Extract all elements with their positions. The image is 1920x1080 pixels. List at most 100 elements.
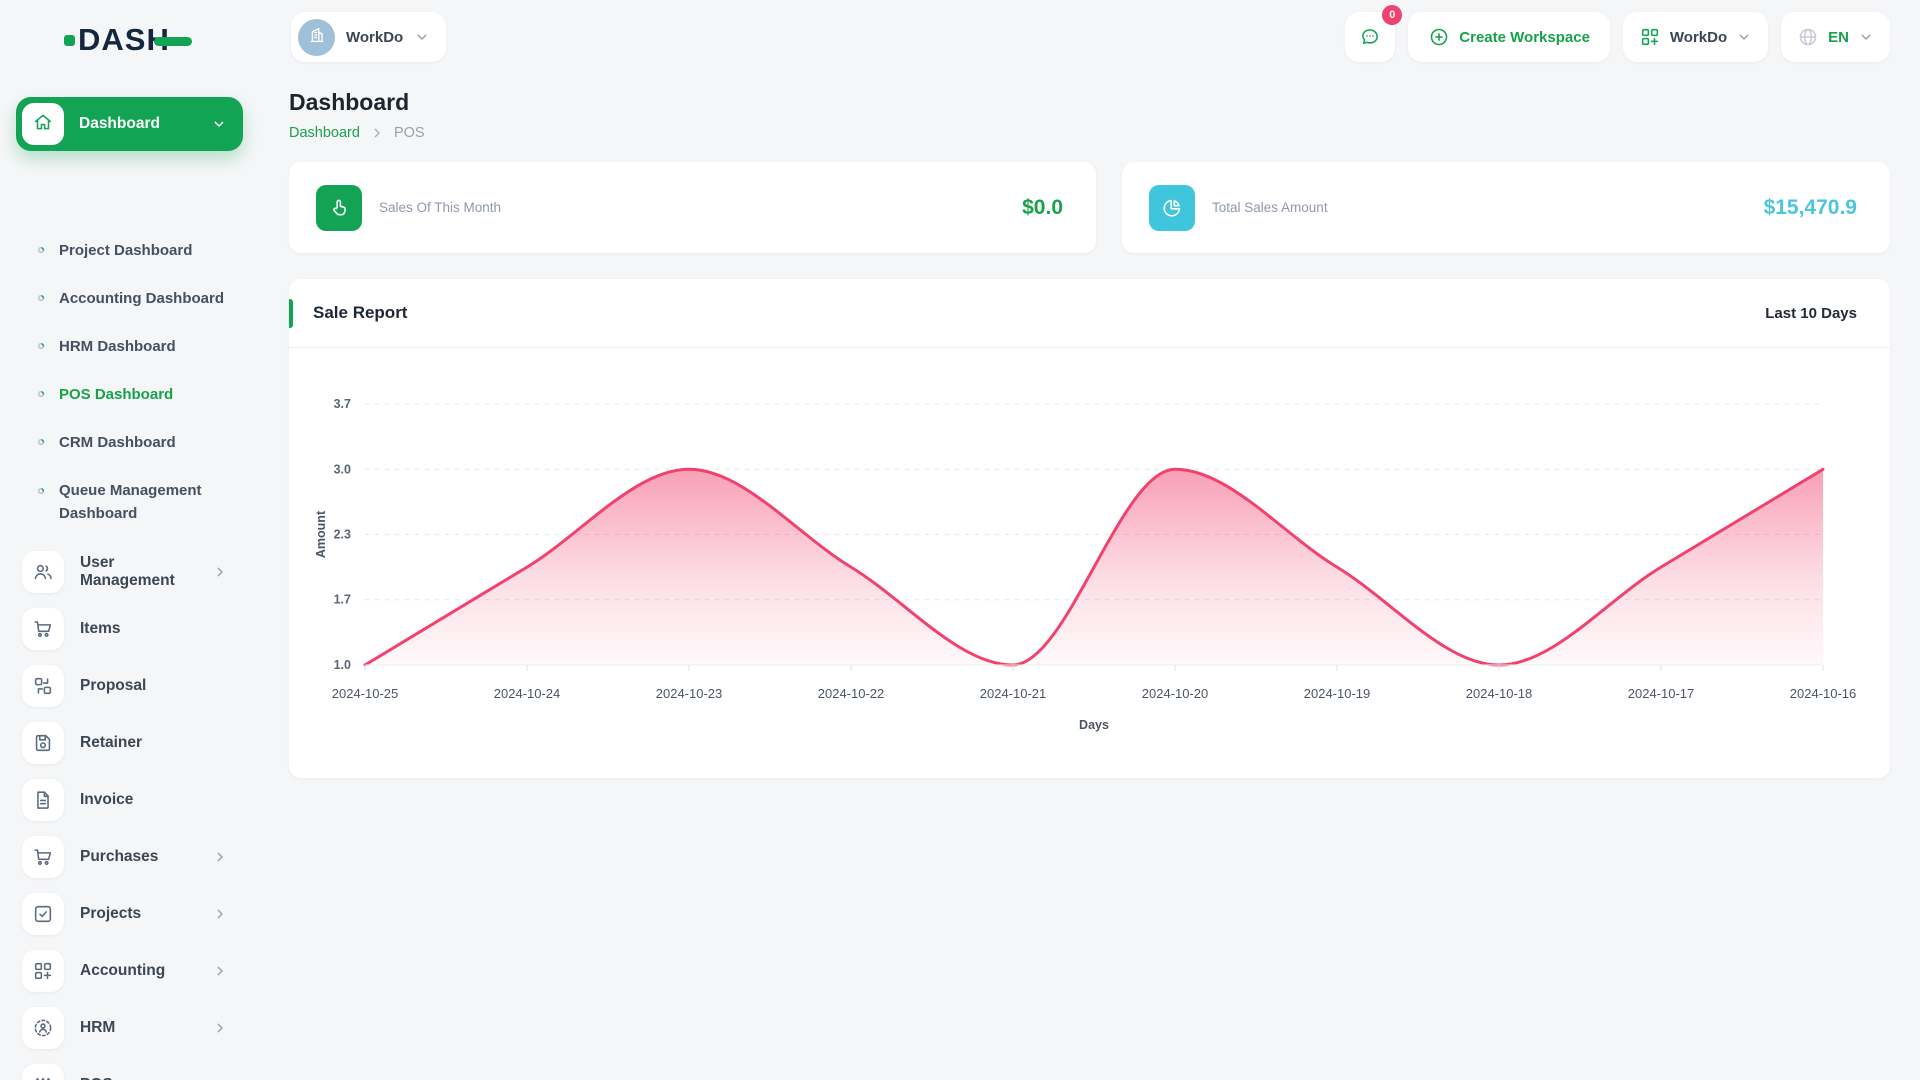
home-icon-card <box>22 103 64 145</box>
sidebar-item-projects[interactable]: Projects <box>0 885 260 942</box>
x-tick-label: 2024-10-19 <box>1304 686 1371 701</box>
logo-text: DASH <box>78 22 170 57</box>
stat-label: Sales Of This Month <box>379 200 502 215</box>
sidebar-item-hrm[interactable]: HRM <box>0 999 260 1056</box>
circle-bullet-icon <box>38 247 45 253</box>
workspace-menu-button[interactable]: WorkDo <box>1622 12 1769 62</box>
exchange-boxes-icon <box>34 677 52 694</box>
create-workspace-button[interactable]: Create Workspace <box>1408 12 1610 62</box>
sidebar-item-label: Queue Management Dashboard <box>59 482 202 522</box>
chevron-right-icon <box>217 909 223 918</box>
chevron-right-icon <box>217 852 223 861</box>
header-accent-bar <box>289 299 293 328</box>
tap-finger-icon <box>333 199 346 215</box>
workspace-switcher[interactable]: WorkDo <box>291 12 447 62</box>
sidebar-menu: User Management Items Proposal Retainer Invo… <box>0 543 260 1080</box>
messages-button[interactable]: 0 <box>1345 5 1403 62</box>
sidebar-item-hrm-dashboard[interactable]: HRM Dashboard <box>0 322 260 370</box>
logo-dot <box>64 34 75 46</box>
chevron-down-icon <box>417 34 427 40</box>
sidebar-item-label: CRM Dashboard <box>59 433 176 451</box>
sidebar-item-label: Items <box>80 619 121 637</box>
topbar: DASH WorkDo 0 Create Workspace WorkDo <box>0 0 1920 76</box>
x-tick-label: 2024-10-16 <box>1790 686 1857 701</box>
sidebar-item-purchases[interactable]: Purchases <box>0 828 260 885</box>
circle-bullet-icon <box>38 343 45 349</box>
x-tick-label: 2024-10-23 <box>656 686 723 701</box>
chevron-right-icon <box>212 1077 228 1080</box>
x-tick-label: 2024-10-20 <box>1142 686 1209 701</box>
document-icon <box>37 790 49 809</box>
stat-cards: Sales Of This Month $0.0 Total Sales Amoun… <box>289 162 1890 253</box>
dashboard-sublinks: Project Dashboard Accounting Dashboard HRM… <box>0 226 260 538</box>
sidebar-item-pos-dashboard[interactable]: POS Dashboard <box>0 370 260 418</box>
sidebar-item-retainer[interactable]: Retainer <box>0 714 260 771</box>
users-icon <box>34 564 52 579</box>
sidebar-item-label: Projects <box>80 904 142 922</box>
sidebar-item-pos[interactable]: POS <box>0 1056 260 1080</box>
breadcrumb-dashboard-link[interactable]: Dashboard <box>289 125 360 141</box>
sidebar-item-label: POS <box>80 1076 113 1080</box>
workspace-name: WorkDo <box>346 28 404 46</box>
sale-report-title: Sale Report <box>313 303 408 322</box>
sidebar-item-invoice[interactable]: Invoice <box>0 771 260 828</box>
sidebar-group-dashboard[interactable]: Dashboard <box>16 97 243 151</box>
sidebar-item-accounting[interactable]: Accounting <box>0 942 260 999</box>
chevron-down-icon <box>1739 34 1749 40</box>
main-content: Dashboard Dashboard POS Sales Of This Mo… <box>289 76 1890 778</box>
page-title: Dashboard <box>289 89 410 115</box>
sidebar-item-label: POS Dashboard <box>59 385 174 403</box>
chat-bubble-icon <box>1362 29 1379 45</box>
breadcrumb: Dashboard POS <box>289 125 1890 141</box>
stat-card-sales-of-this-month: Sales Of This Month $0.0 <box>289 162 1096 253</box>
sidebar-item-label: Proposal <box>80 676 147 694</box>
sale-report-range: Last 10 Days <box>1765 304 1857 322</box>
sidebar-item-label: Accounting Dashboard <box>59 289 225 307</box>
sidebar-item-queue-management-dashboard[interactable]: Queue Management Dashboard <box>0 466 260 538</box>
y-tick-label: 1.7 <box>334 593 351 607</box>
dots-grid-icon <box>36 1077 50 1080</box>
x-tick-label: 2024-10-18 <box>1466 686 1533 701</box>
topbar-actions: 0 Create Workspace WorkDo EN <box>1345 5 1890 62</box>
create-workspace-label: Create Workspace <box>1459 28 1590 46</box>
breadcrumb-current: POS <box>393 125 425 141</box>
chevron-right-icon <box>374 128 380 138</box>
sidebar-item-label: Invoice <box>80 790 134 808</box>
sidebar-item-label: User Management <box>80 553 175 589</box>
y-tick-label: 3.0 <box>334 462 351 476</box>
messages-badge: 0 <box>1382 5 1403 25</box>
sidebar-item-label: Purchases <box>80 847 159 865</box>
pie-chart-icon <box>1163 199 1181 217</box>
area-chart-svg: 3.7 3.0 2.3 1.7 1.0 2024-10-25 2024-10-24 2024-… <box>314 397 1857 732</box>
x-tick-label: 2024-10-21 <box>980 686 1047 701</box>
sidebar-item-label: Accounting <box>80 961 166 979</box>
y-axis-title: Amount <box>314 510 328 558</box>
x-tick-label: 2024-10-25 <box>332 686 399 701</box>
chart-area-fill <box>365 469 1823 665</box>
sale-report-chart: 3.7 3.0 2.3 1.7 1.0 2024-10-25 2024-10-24 2024-… <box>289 348 1890 778</box>
x-tick-label: 2024-10-24 <box>494 686 561 701</box>
logo-dash-bar <box>153 36 192 46</box>
stat-label: Total Sales Amount <box>1212 200 1328 215</box>
sidebar-item-accounting-dashboard[interactable]: Accounting Dashboard <box>0 274 260 322</box>
chevron-right-icon <box>217 567 223 576</box>
sidebar-item-crm-dashboard[interactable]: CRM Dashboard <box>0 418 260 466</box>
chevron-down-icon <box>1861 34 1871 40</box>
globe-icon <box>1799 28 1817 46</box>
sidebar-item-project-dashboard[interactable]: Project Dashboard <box>0 226 260 274</box>
sale-report-card: Sale Report Last 10 Days 3.7 3.0 2.3 1.7 1.0… <box>289 279 1890 778</box>
plus-circle-icon <box>1431 28 1448 46</box>
sidebar-item-user-management[interactable]: User Management <box>0 543 260 600</box>
circle-bullet-icon <box>38 391 45 397</box>
check-square-icon <box>34 905 52 922</box>
sidebar-item-items[interactable]: Items <box>0 600 260 657</box>
grid-plus-icon <box>34 962 52 979</box>
grid-plus-icon <box>1641 28 1659 46</box>
sidebar-item-label: Project Dashboard <box>59 241 193 259</box>
stat-card-total-sales-amount: Total Sales Amount $15,470.9 <box>1122 162 1890 253</box>
circle-bullet-icon <box>38 439 45 445</box>
language-selector[interactable]: EN <box>1781 12 1890 62</box>
sidebar-item-proposal[interactable]: Proposal <box>0 657 260 714</box>
x-axis-title: Days <box>1079 718 1109 732</box>
